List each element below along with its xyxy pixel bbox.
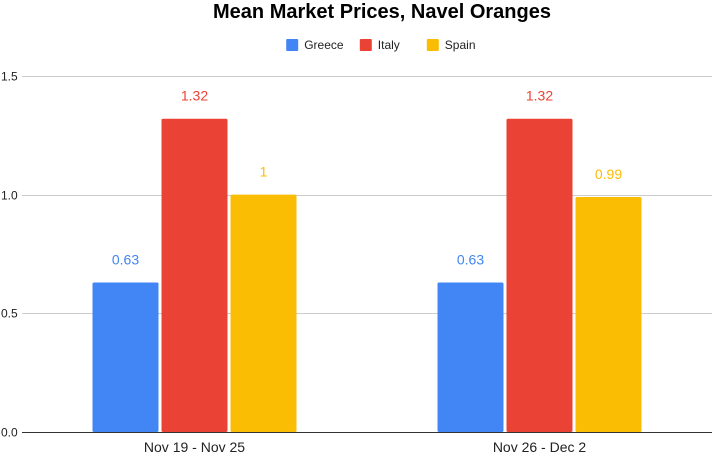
chart-title: Mean Market Prices, Navel Oranges: [213, 1, 551, 23]
bar-italy-1: [161, 118, 228, 432]
legend-swatch: [359, 39, 372, 51]
y-tick-label: 1.0: [1, 189, 18, 203]
legend-label: Greece: [304, 38, 344, 52]
data-label: 0.63: [457, 251, 484, 267]
data-label: 0.63: [112, 251, 139, 267]
legend-item-spain: Spain: [426, 38, 476, 52]
bar-spain-1: [230, 194, 297, 432]
legend-swatch: [426, 39, 439, 51]
bar-greece-2: [437, 282, 504, 432]
legend-label: Spain: [445, 38, 476, 52]
legend-item-greece: Greece: [286, 38, 344, 52]
x-axis-categories: Nov 19 - Nov 25 Nov 26 - Dec 2: [144, 439, 586, 454]
data-label: 1.32: [181, 88, 208, 104]
y-tick-label: 1.5: [1, 70, 18, 84]
bar-italy-2: [506, 118, 573, 432]
x-category-label: Nov 26 - Dec 2: [493, 439, 587, 454]
data-labels: 0.63 1.32 1 0.63 1.32 0.99: [112, 88, 622, 268]
legend: Greece Italy Spain: [286, 38, 476, 52]
y-tick-label: 0.5: [1, 307, 18, 321]
legend-item-italy: Italy: [359, 38, 400, 52]
y-axis-ticks: 0.0 0.5 1.0 1.5: [1, 70, 18, 440]
data-label: 1: [260, 164, 268, 180]
bar-greece-1: [92, 282, 159, 432]
data-label: 0.99: [595, 166, 622, 182]
bar-spain-2: [575, 197, 642, 432]
legend-label: Italy: [378, 38, 400, 52]
bars: [92, 118, 642, 432]
data-label: 1.32: [526, 88, 553, 104]
y-tick-label: 0.0: [1, 426, 18, 440]
x-category-label: Nov 19 - Nov 25: [144, 439, 245, 454]
legend-swatch: [286, 39, 299, 51]
